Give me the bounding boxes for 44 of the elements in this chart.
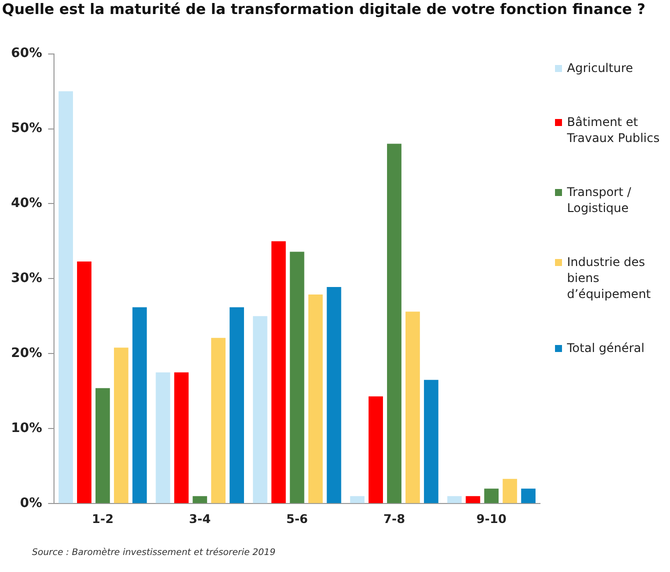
source-note: Source : Baromètre investissement et trésorerie 2019 [32,548,276,558]
y-tick-label: 50% [10,121,42,136]
bar [368,396,383,504]
chart-title: Quelle est la maturité de la transformation digitale de votre fonction finance ? [2,2,646,18]
x-tick-label: 3-4 [189,512,211,526]
y-tick-label: 20% [10,346,42,362]
bar [308,294,323,504]
bar [132,307,147,504]
legend-label: Total général [567,340,644,356]
bar [114,348,128,504]
bar [424,380,438,504]
bar [174,372,189,504]
y-tick-label: 40% [10,196,42,212]
bar [271,241,286,504]
bar [466,496,480,504]
bar [502,478,518,504]
x-tick-label: 9-10 [476,512,506,526]
x-tick-label: 5-6 [286,512,308,526]
bar [326,286,342,504]
y-tick-label: 30% [10,271,42,286]
bar [77,261,92,504]
bar [350,496,365,504]
bar [58,91,73,504]
x-tick-label: 1-2 [92,512,114,526]
bar [252,316,268,504]
bar [192,496,208,504]
legend-label: Bâtiment et Travaux Publics [567,114,661,146]
bar [387,144,402,504]
bar [484,488,499,504]
bar [211,338,226,504]
bar [290,252,304,504]
legend-label: Industrie des biens d’équipement [567,254,652,302]
bar [447,496,462,504]
bar [230,307,244,504]
bar [406,312,420,504]
y-tick-label: 10% [10,421,42,436]
bar [156,372,170,504]
legend-label: Agriculture [567,60,633,76]
bar [521,488,536,504]
x-tick-label: 7-8 [383,512,406,526]
y-tick-label: 0% [20,496,42,511]
bar [96,388,110,504]
legend-label: Transport / Logistique [567,184,632,216]
y-tick-label: 60% [10,46,42,62]
